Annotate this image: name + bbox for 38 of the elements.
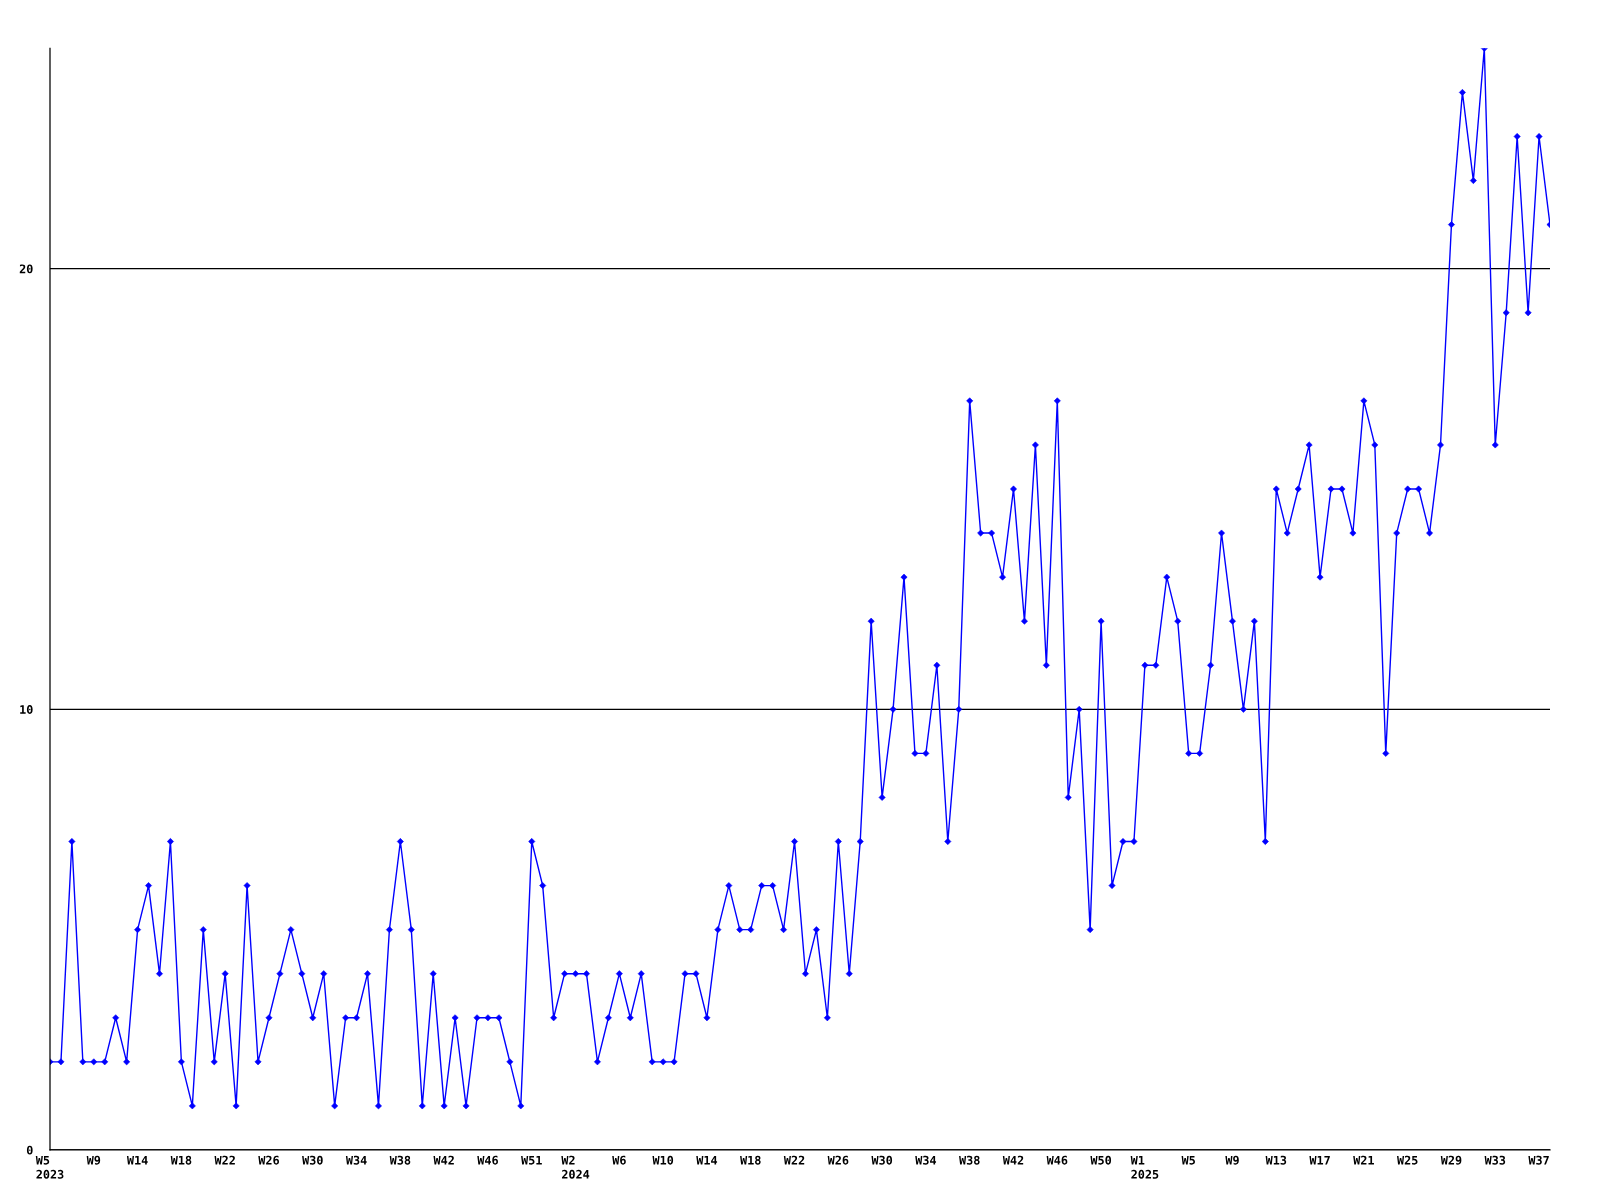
x-tick-label: W30 — [302, 1155, 323, 1165]
x-tick-label: W14 — [696, 1155, 718, 1165]
x-tick-label: W34 — [345, 1155, 367, 1165]
x-tick-label: W26 — [258, 1155, 279, 1165]
x-tick-label: W17 — [1309, 1155, 1330, 1165]
x-tick-label: W2 2024 — [561, 1155, 590, 1179]
x-tick-label: W50 — [1090, 1155, 1112, 1165]
x-tick-label: W18 — [740, 1155, 761, 1165]
x-tick-label: W38 — [389, 1155, 411, 1165]
x-tick-label: W29 — [1440, 1155, 1462, 1165]
x-tick-label: W26 — [827, 1155, 849, 1165]
x-tick-label: W42 — [1002, 1155, 1024, 1165]
x-tick-label: W30 — [871, 1155, 893, 1165]
y-tick-label: 20 — [19, 264, 33, 274]
x-tick-label: W22 — [214, 1155, 235, 1165]
x-tick-label: W33 — [1484, 1155, 1506, 1165]
x-tick-label: W18 — [170, 1155, 192, 1165]
x-tick-label: W9 — [86, 1155, 101, 1165]
x-tick-label: W25 — [1397, 1155, 1418, 1165]
y-tick-label: 10 — [20, 705, 33, 714]
x-tick-label: W42 — [433, 1155, 454, 1165]
x-tick-label: W6 — [612, 1155, 626, 1165]
x-tick-label: W46 — [477, 1155, 498, 1165]
x-tick-label: W5 2023 — [35, 1155, 64, 1179]
x-tick-label: W37 — [1528, 1155, 1549, 1165]
x-tick-label: W51 — [521, 1155, 542, 1165]
x-tick-label: W13 — [1265, 1155, 1287, 1165]
x-tick-label: W46 — [1046, 1155, 1068, 1165]
x-tick-label: W38 — [959, 1155, 980, 1165]
x-tick-label: W22 — [783, 1155, 805, 1165]
x-tick-label: W1 2025 — [1130, 1155, 1159, 1179]
x-tick-label: W14 — [126, 1155, 148, 1165]
x-tick-label: W10 — [652, 1155, 674, 1165]
x-tick-label: W9 — [1225, 1155, 1239, 1165]
y-tick-label: 0 — [26, 1145, 33, 1155]
x-tick-label: W34 — [915, 1155, 937, 1165]
x-tick-label: W21 — [1353, 1155, 1374, 1165]
x-tick-label: W5 — [1181, 1155, 1195, 1165]
